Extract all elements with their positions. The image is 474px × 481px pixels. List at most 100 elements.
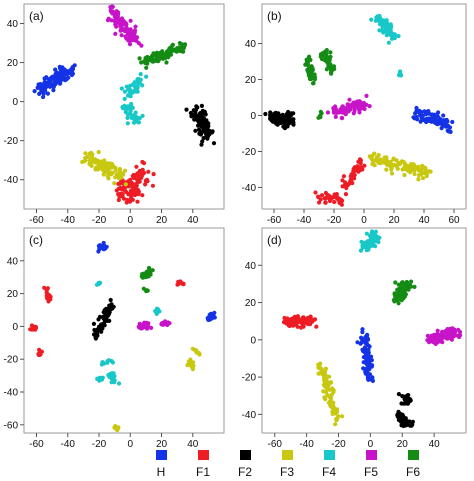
data-point xyxy=(340,110,345,115)
data-point xyxy=(141,271,146,276)
series-F5 xyxy=(425,326,463,346)
data-point xyxy=(286,115,291,120)
data-point xyxy=(318,197,323,202)
data-point xyxy=(122,96,127,101)
series-F6 xyxy=(137,41,188,70)
y-tick-label: -40 xyxy=(242,183,257,194)
data-point xyxy=(437,116,443,121)
data-point xyxy=(397,73,402,78)
data-point xyxy=(128,110,133,115)
data-point xyxy=(448,326,453,331)
y-tick-label: 0 xyxy=(250,111,256,122)
legend-item-F6: F6 xyxy=(406,450,420,479)
x-tick-label: -20 xyxy=(327,215,342,226)
data-point xyxy=(125,121,130,126)
data-point xyxy=(102,169,107,174)
data-point xyxy=(180,42,185,47)
x-tick-label: -60 xyxy=(29,215,44,226)
data-point xyxy=(323,200,328,205)
data-point xyxy=(328,380,333,385)
data-point xyxy=(307,71,312,76)
data-point xyxy=(109,380,114,385)
data-point xyxy=(135,199,140,204)
data-point xyxy=(311,81,316,86)
data-point xyxy=(139,169,144,174)
data-point xyxy=(398,69,403,74)
data-point xyxy=(332,199,337,205)
data-point xyxy=(352,172,357,178)
data-point xyxy=(143,182,148,187)
data-point xyxy=(33,327,38,332)
panel-c: -60 -40 -20 0 20 40 -60 -40 -20 0 20 40 (c) xyxy=(4,227,225,450)
data-point xyxy=(319,193,325,198)
data-point xyxy=(409,423,414,428)
data-point xyxy=(83,151,88,156)
legend: H F1 F2 F3 F4 F5 F6 xyxy=(156,450,420,479)
data-point xyxy=(185,363,190,368)
data-point xyxy=(110,11,115,16)
data-point xyxy=(327,194,332,199)
data-point xyxy=(119,22,124,28)
data-point xyxy=(133,192,138,197)
data-point xyxy=(156,58,161,63)
data-point xyxy=(212,310,217,315)
data-point xyxy=(116,176,121,181)
data-point xyxy=(151,172,156,177)
data-point xyxy=(92,327,97,333)
data-point xyxy=(451,334,456,339)
data-point xyxy=(401,296,406,301)
data-point xyxy=(364,231,369,236)
data-point xyxy=(149,325,154,330)
x-tick-label: 40 xyxy=(418,215,430,226)
data-point xyxy=(172,47,177,53)
data-point xyxy=(145,61,150,66)
legend-swatch xyxy=(156,450,167,460)
series-F6 xyxy=(139,265,155,294)
data-point xyxy=(372,151,377,156)
legend-label: F6 xyxy=(406,465,420,479)
data-point xyxy=(117,191,122,196)
data-point xyxy=(391,297,397,303)
legend-item-F5: F5 xyxy=(364,450,378,479)
legend-swatch xyxy=(240,450,251,460)
data-point xyxy=(415,117,420,122)
data-point xyxy=(96,149,101,155)
data-point xyxy=(52,76,57,82)
data-point xyxy=(29,323,35,328)
series-F2 xyxy=(91,297,116,341)
data-point xyxy=(184,107,189,112)
data-point xyxy=(436,332,441,337)
data-point xyxy=(134,183,139,188)
data-point xyxy=(435,328,440,333)
data-point xyxy=(423,168,428,173)
data-point xyxy=(108,5,113,10)
data-point xyxy=(69,72,74,78)
data-point xyxy=(102,158,107,163)
legend-swatch xyxy=(408,450,419,460)
panel-label: (a) xyxy=(29,9,44,23)
data-point xyxy=(307,317,312,322)
data-point xyxy=(100,375,105,380)
data-point xyxy=(396,161,401,166)
data-point xyxy=(179,48,184,54)
data-point xyxy=(118,179,124,185)
series-F2 xyxy=(184,103,217,147)
series-F1 xyxy=(313,157,367,207)
data-point xyxy=(57,77,62,82)
data-point xyxy=(119,33,124,38)
plot-frame xyxy=(23,227,225,434)
data-point xyxy=(108,171,113,176)
data-point xyxy=(127,42,133,47)
series-F4 xyxy=(119,72,149,126)
data-point xyxy=(154,311,159,316)
data-point xyxy=(405,396,410,402)
data-point xyxy=(411,115,416,120)
data-point xyxy=(127,91,132,96)
panel-label: (d) xyxy=(267,233,282,247)
data-point xyxy=(291,117,296,122)
data-point xyxy=(291,120,296,125)
data-point xyxy=(399,413,404,419)
data-point xyxy=(429,339,434,344)
data-point xyxy=(199,142,204,147)
